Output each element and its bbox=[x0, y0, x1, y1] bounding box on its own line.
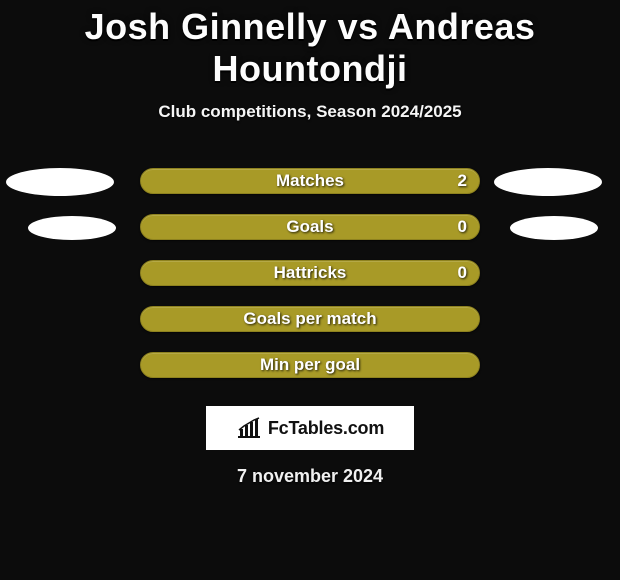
brand-text: FcTables.com bbox=[268, 418, 384, 439]
comparison-widget: Josh Ginnelly vs Andreas Hountondji Club… bbox=[0, 0, 620, 487]
stats-rows: Matches 2 Goals 0 Hattricks 0 bbox=[0, 160, 620, 390]
page-title: Josh Ginnelly vs Andreas Hountondji bbox=[0, 6, 620, 90]
stat-label: Hattricks bbox=[141, 261, 479, 287]
player-right-marker bbox=[510, 216, 598, 240]
player-right-marker bbox=[494, 168, 602, 196]
stat-bar: Hattricks 0 bbox=[140, 260, 480, 286]
stat-label: Matches bbox=[141, 169, 479, 195]
stat-row: Goals 0 bbox=[0, 206, 620, 252]
stat-bar: Goals per match bbox=[140, 306, 480, 332]
stat-row: Min per goal bbox=[0, 344, 620, 390]
stat-value: 2 bbox=[458, 169, 467, 195]
stat-label: Goals per match bbox=[141, 307, 479, 333]
stat-row: Goals per match bbox=[0, 298, 620, 344]
stat-value: 0 bbox=[458, 215, 467, 241]
stat-row: Hattricks 0 bbox=[0, 252, 620, 298]
stat-label: Min per goal bbox=[141, 353, 479, 379]
footer-date: 7 november 2024 bbox=[0, 466, 620, 487]
stat-row: Matches 2 bbox=[0, 160, 620, 206]
bar-chart-icon bbox=[236, 417, 262, 439]
stat-bar: Matches 2 bbox=[140, 168, 480, 194]
brand-badge[interactable]: FcTables.com bbox=[206, 406, 414, 450]
player-left-marker bbox=[28, 216, 116, 240]
page-subtitle: Club competitions, Season 2024/2025 bbox=[0, 102, 620, 122]
player-left-marker bbox=[6, 168, 114, 196]
stat-label: Goals bbox=[141, 215, 479, 241]
stat-value: 0 bbox=[458, 261, 467, 287]
stat-bar: Goals 0 bbox=[140, 214, 480, 240]
stat-bar: Min per goal bbox=[140, 352, 480, 378]
